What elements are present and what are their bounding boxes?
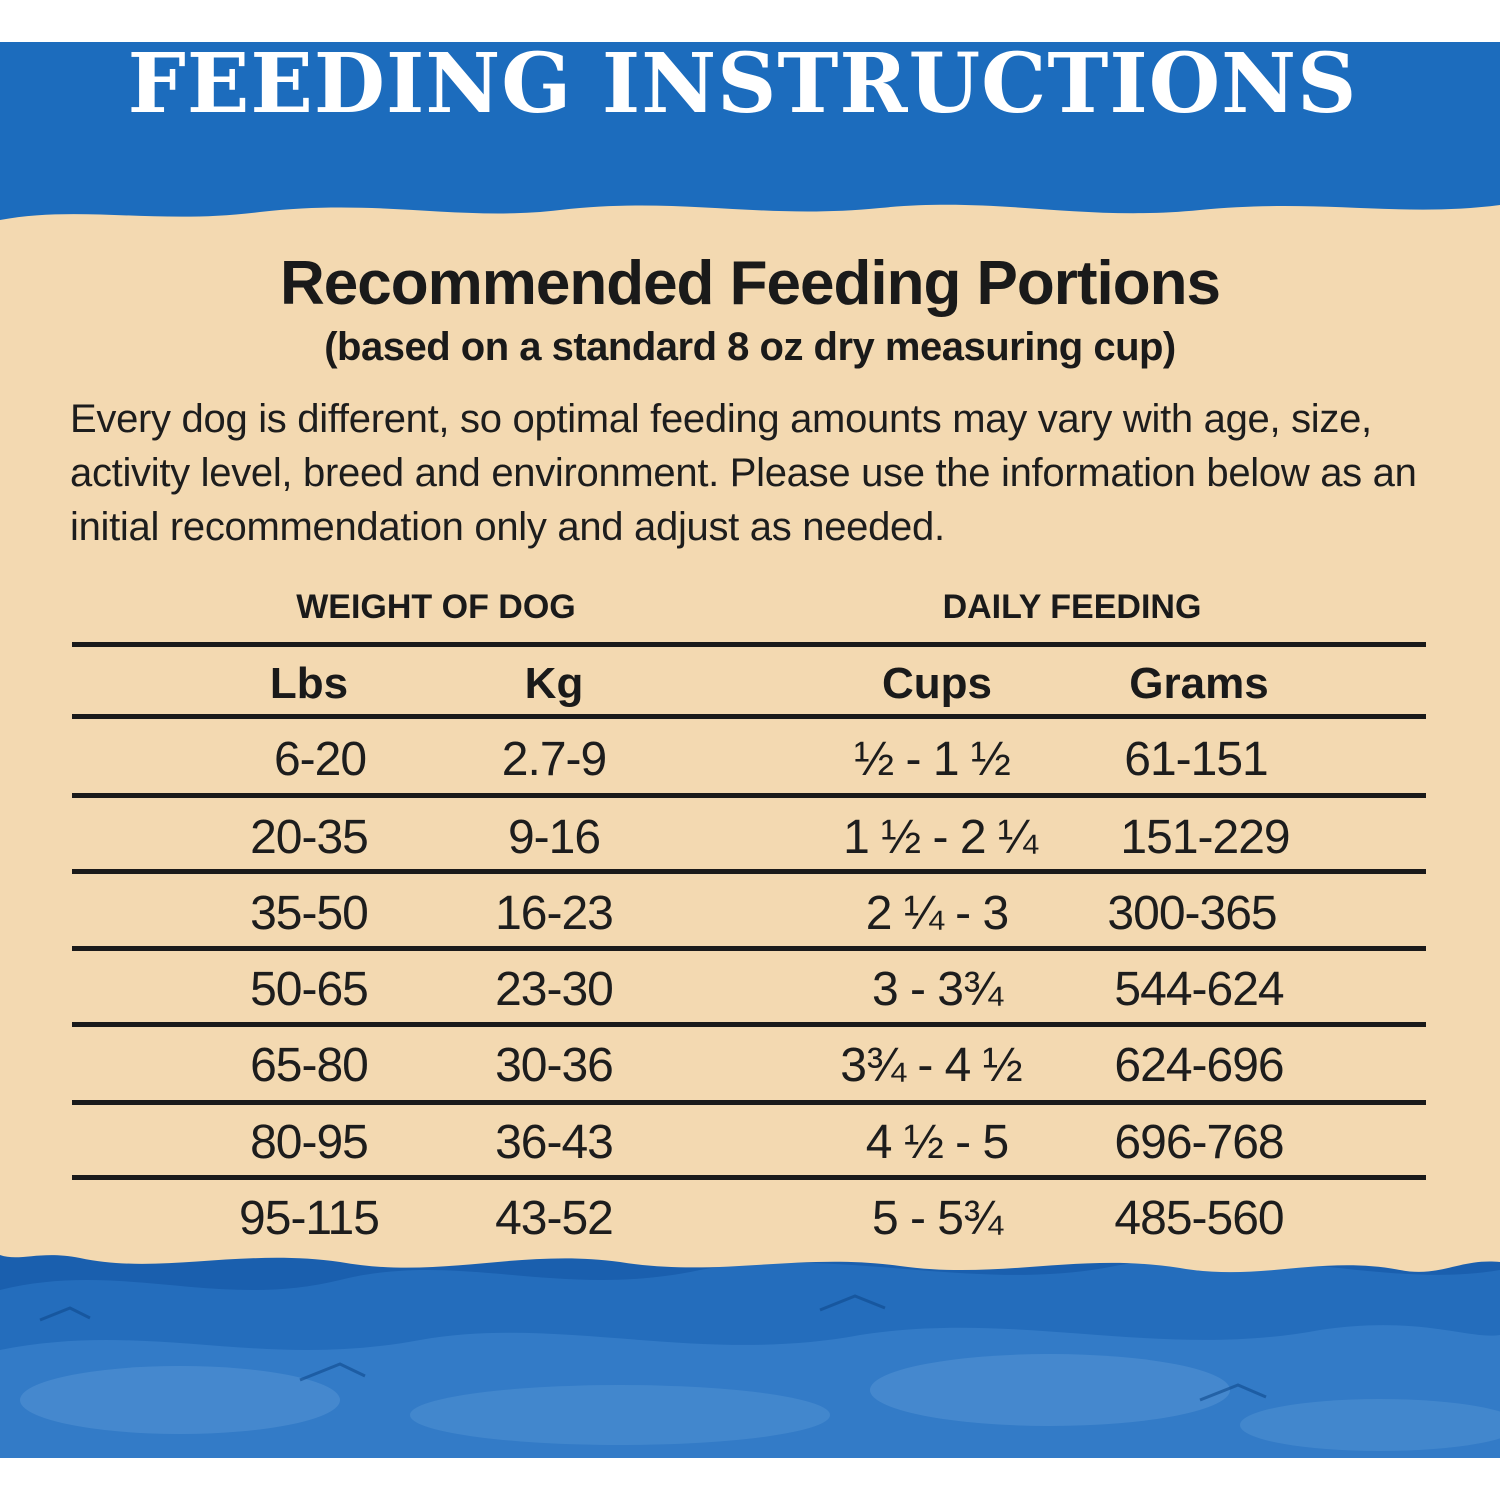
cell-cups: 1 ½ - 2 ¼ xyxy=(843,811,1038,864)
column-header-lbs: Lbs xyxy=(269,659,349,708)
cell-lbs: 20-35 xyxy=(250,811,369,864)
cell-kg: 16-23 xyxy=(495,887,614,940)
cell-kg: 23-30 xyxy=(495,963,614,1016)
cell-grams: 300-365 xyxy=(1107,887,1277,940)
table-rule xyxy=(72,1100,1426,1105)
table-rule xyxy=(72,1022,1426,1027)
cell-kg: 30-36 xyxy=(495,1039,614,1092)
cell-kg: 9-16 xyxy=(507,811,601,864)
cell-cups: 3 - 3¾ xyxy=(871,963,1003,1016)
weight-of-dog-header: WEIGHT OF DOG xyxy=(296,588,576,626)
banner-title: FEEDING INSTRUCTIONS xyxy=(127,36,1358,132)
cell-lbs: 35-50 xyxy=(250,887,369,940)
cell-kg: 2.7-9 xyxy=(501,733,607,786)
column-header-grams: Grams xyxy=(1129,659,1269,708)
measuring-cup-note: (based on a standard 8 oz dry measuring … xyxy=(324,325,1176,369)
table-rule xyxy=(72,946,1426,951)
table-rule xyxy=(72,869,1426,874)
cell-cups: ½ - 1 ½ xyxy=(854,733,1011,786)
cell-lbs: 95-115 xyxy=(239,1192,380,1245)
table-rule xyxy=(72,793,1426,798)
cell-cups: 5 - 5¾ xyxy=(871,1192,1003,1245)
feeding-portions-heading: Recommended Feeding Portions xyxy=(279,249,1221,318)
cell-lbs: 65-80 xyxy=(250,1039,369,1092)
cell-cups: 2 ¼ - 3 xyxy=(865,887,1009,940)
cell-grams: 61-151 xyxy=(1124,733,1268,786)
cell-grams: 544-624 xyxy=(1114,963,1284,1016)
column-header-cups: Cups xyxy=(882,659,992,708)
table-rule xyxy=(72,1175,1426,1180)
table-rule xyxy=(72,642,1426,647)
cell-cups: 3¾ - 4 ½ xyxy=(840,1039,1022,1092)
cell-lbs: 80-95 xyxy=(250,1116,369,1169)
cell-grams: 151-229 xyxy=(1120,811,1290,864)
cell-grams: 485-560 xyxy=(1114,1192,1284,1245)
cell-kg: 43-52 xyxy=(495,1192,614,1245)
cell-grams: 624-696 xyxy=(1114,1039,1284,1092)
daily-feeding-header: DAILY FEEDING xyxy=(942,588,1202,626)
intro-paragraph: Every dog is different, so optimal feedi… xyxy=(70,397,1417,549)
cell-grams: 696-768 xyxy=(1114,1116,1284,1169)
cell-lbs: 50-65 xyxy=(250,963,369,1016)
column-header-kg: Kg xyxy=(524,659,584,708)
cell-kg: 36-43 xyxy=(495,1116,614,1169)
cell-lbs: 6-20 xyxy=(273,733,367,786)
table-rule xyxy=(72,714,1426,719)
cell-cups: 4 ½ - 5 xyxy=(865,1116,1009,1169)
